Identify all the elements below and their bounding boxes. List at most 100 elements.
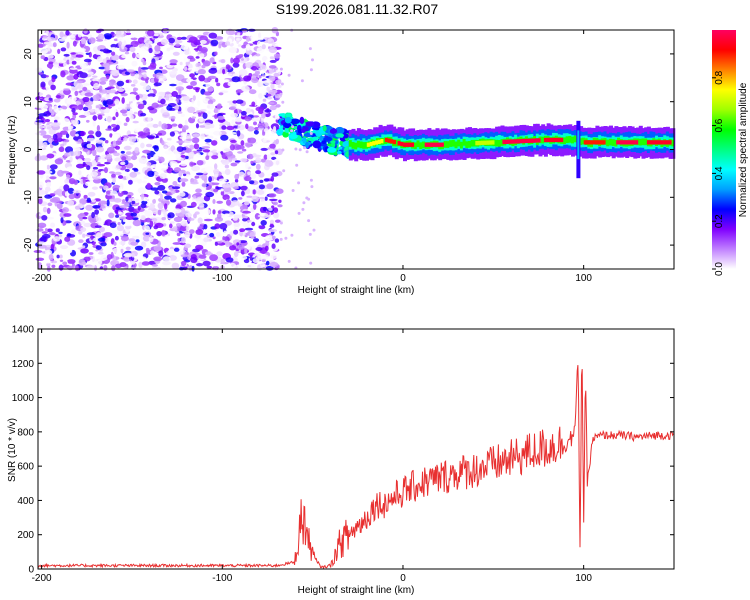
noise-speck [44,228,48,232]
sparse-speck [281,100,285,104]
noise-speck [109,190,118,196]
noise-speck [96,163,106,167]
noise-speck [133,127,142,133]
noise-speck [158,91,166,96]
noise-speck [157,209,162,216]
sparse-speck [309,68,313,72]
noise-speck [83,222,92,228]
noise-speck [232,57,240,64]
noise-speck [251,66,258,71]
noise-speck [234,178,239,183]
noise-speck [232,100,238,104]
noise-speck [262,138,267,144]
noise-speck [123,137,128,142]
noise-speck [159,80,164,84]
noise-speck [114,171,122,176]
sparse-speck [303,146,306,150]
noise-speck [211,182,220,186]
noise-speck [180,254,189,258]
noise-speck [148,65,157,70]
noise-speck [278,199,282,203]
noise-speck [49,193,56,197]
signal-core-cell [369,141,373,147]
noise-speck [98,200,108,205]
noise-speck [250,173,257,180]
noise-speck [169,131,175,137]
noise-speck [209,254,219,262]
noise-speck [194,234,202,239]
noise-speck [66,75,75,81]
noise-speck [86,197,91,203]
noise-speck [82,96,90,103]
noise-speck [180,220,188,227]
noise-speck [168,37,175,44]
noise-speck [131,252,135,258]
noise-speck [220,59,226,64]
noise-speck [175,153,182,161]
noise-speck [49,232,56,236]
noise-speck [120,248,124,254]
noise-speck [190,181,199,185]
noise-speck [64,139,70,143]
noise-speck [54,116,61,120]
noise-speck [236,242,240,246]
noise-speck [178,123,183,129]
signal-core-cell [616,140,620,145]
noise-speck [177,111,183,114]
noise-speck [169,161,178,167]
noise-speck [121,54,128,59]
transition-blob [284,117,292,124]
noise-speck [56,254,60,259]
noise-speck [125,246,131,251]
noise-speck [207,75,217,80]
noise-speck [233,214,243,219]
noise-speck [130,212,137,217]
signal-band-cell [462,139,466,146]
noise-speck [152,73,157,78]
noise-speck [74,205,81,210]
noise-speck [129,102,139,109]
noise-speck [258,108,264,115]
spectrogram-y-ticks: -20 -10 0 10 20 [23,48,674,252]
signal-core-cell [594,140,598,145]
signal-core-cell [384,137,388,143]
noise-speck [72,189,82,194]
noise-speck [240,220,247,225]
noise-speck [59,259,64,262]
noise-speck [201,146,211,149]
noise-speck [109,171,115,174]
noise-speck [85,181,94,187]
noise-speck [259,201,268,208]
noise-speck [271,129,277,134]
signal-band-cell [362,142,366,149]
noise-speck [124,51,130,55]
noise-speck [44,119,51,123]
noise-speck [214,241,218,246]
noise-speck [47,216,54,220]
noise-speck [98,226,105,233]
noise-speck [193,213,197,219]
noise-speck [80,220,86,225]
noise-speck [201,182,207,188]
noise-speck [94,154,99,162]
noise-speck [173,216,183,223]
noise-speck [119,232,124,237]
noise-speck [180,44,189,50]
noise-speck [83,256,91,262]
noise-speck [56,203,63,210]
signal-band-cell [581,137,585,145]
noise-speck [205,96,213,99]
sparse-speck [279,230,282,234]
noise-speck [235,117,243,123]
noise-speck [146,196,155,200]
noise-speck [141,261,150,266]
noise-speck [66,265,74,271]
noise-speck [60,217,64,224]
noise-speck [229,231,235,236]
signal-band-cell [495,139,499,147]
noise-speck [180,163,187,167]
noise-speck [109,108,117,115]
noise-speck [275,138,279,145]
noise-speck [96,56,103,62]
